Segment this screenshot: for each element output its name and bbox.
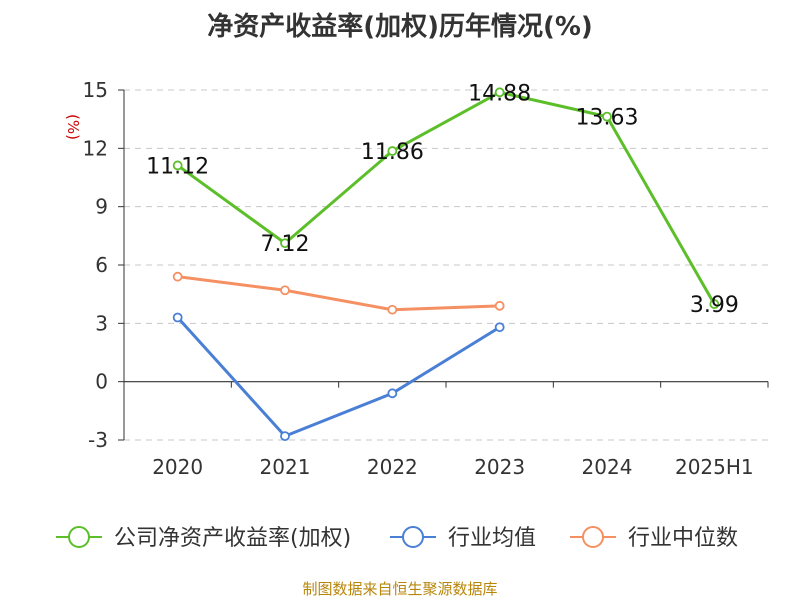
x-tick-label: 2021	[260, 455, 311, 479]
data-point	[494, 300, 505, 311]
data-point	[494, 87, 505, 98]
legend-marker	[582, 526, 604, 548]
y-axis-label: (%)	[64, 114, 82, 140]
y-tick-label: 9	[95, 195, 108, 219]
series-line	[176, 90, 716, 305]
grid-lines	[124, 89, 768, 441]
legend-label: 行业均值	[448, 526, 536, 551]
x-tick-label: 2025H1	[675, 455, 754, 479]
data-point	[280, 285, 290, 296]
y-tick-label: 0	[95, 370, 108, 394]
source-note: 制图数据来自恒生聚源数据库	[302, 580, 498, 598]
axes: -3 0 3 6 9 12 15(%) 2020 2021 2022 2023 2024 2025H1	[64, 78, 769, 479]
x-tick-label: 2023	[474, 455, 525, 479]
legend-item[interactable]: 行业均值	[390, 526, 536, 551]
data-point	[387, 146, 398, 156]
x-tick-label: 2022	[367, 455, 418, 479]
y-tick-label: -3	[88, 428, 108, 452]
legend-item[interactable]: 公司净资产收益率(加权)	[56, 526, 351, 551]
data-label: 11.12	[146, 154, 209, 179]
data-point	[709, 299, 720, 309]
legend-label: 公司净资产收益率(加权)	[114, 526, 351, 551]
data-point	[280, 238, 290, 249]
data-point	[602, 111, 612, 122]
y-tick-label: 15	[83, 78, 108, 102]
data-label: 3.99	[690, 293, 739, 318]
chart-title: 净资产收益率(加权)历年情况(%)	[207, 12, 593, 42]
legend-marker	[68, 526, 90, 548]
data-label: 13.63	[576, 106, 639, 131]
data-label: 7.12	[261, 232, 310, 257]
data-label: 11.86	[361, 140, 424, 165]
data-point	[387, 388, 398, 399]
x-tick-label: 2024	[582, 455, 633, 479]
y-tick-label: 12	[83, 136, 108, 160]
legend-label: 行业中位数	[628, 526, 738, 551]
data-point	[172, 271, 183, 282]
data-point	[172, 312, 183, 323]
legend: 公司净资产收益率(加权) 行业均值 行业中位数	[56, 526, 738, 551]
legend-marker	[402, 526, 424, 548]
data-label: 14.88	[468, 81, 531, 106]
series-line	[176, 316, 501, 438]
x-tick-label: 2020	[152, 455, 203, 479]
data-point	[387, 304, 398, 315]
data-point	[494, 322, 505, 333]
data-point	[280, 431, 290, 442]
y-tick-label: 3	[95, 311, 108, 335]
series-line	[177, 275, 500, 312]
series-layer: 11.12 7.12 11.86 14.88 13.63 3.99	[146, 81, 739, 442]
data-point	[172, 160, 183, 171]
legend-item[interactable]: 行业中位数	[570, 526, 738, 551]
y-tick-label: 6	[95, 253, 108, 277]
